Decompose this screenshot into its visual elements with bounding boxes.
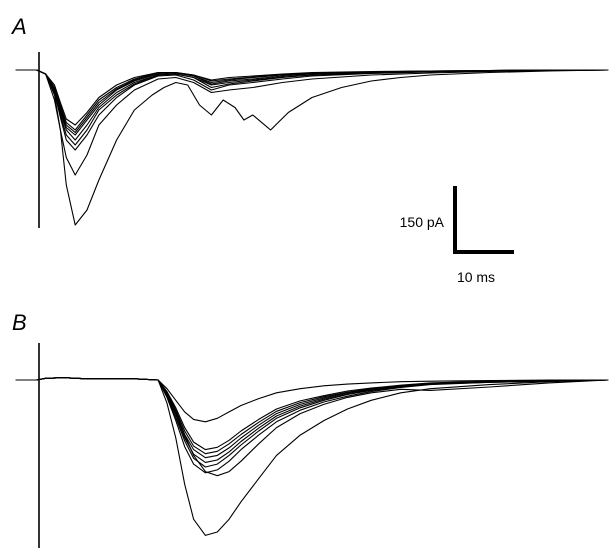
panel-b-trace-9 xyxy=(15,377,609,423)
scale-bar-lines xyxy=(453,186,514,254)
panel-b-trace-8 xyxy=(15,377,609,477)
panel-b-trace-3 xyxy=(15,377,609,468)
panel-a-trace-3 xyxy=(15,69,609,146)
panel-a-label: A xyxy=(10,14,27,39)
panel-a-trace-8 xyxy=(15,69,609,126)
scale-bar: 150 pA 10 ms xyxy=(400,186,514,285)
scale-current-label: 150 pA xyxy=(400,214,445,230)
panel-b-trace-4 xyxy=(15,377,609,463)
scale-time-label: 10 ms xyxy=(457,269,495,285)
panel-b-trace-2 xyxy=(15,377,609,474)
panel-a-traces xyxy=(15,52,609,228)
panel-b-trace-7 xyxy=(15,377,609,451)
panel-b-trace-5 xyxy=(15,377,609,459)
panel-a-trace-2 xyxy=(15,69,609,151)
panel-b-traces xyxy=(15,343,609,548)
panel-b-trace-6 xyxy=(15,377,609,455)
panel-b-label: B xyxy=(12,310,27,335)
panel-a-trace-9 xyxy=(15,69,609,226)
panel-a-trace-1 xyxy=(15,69,609,176)
